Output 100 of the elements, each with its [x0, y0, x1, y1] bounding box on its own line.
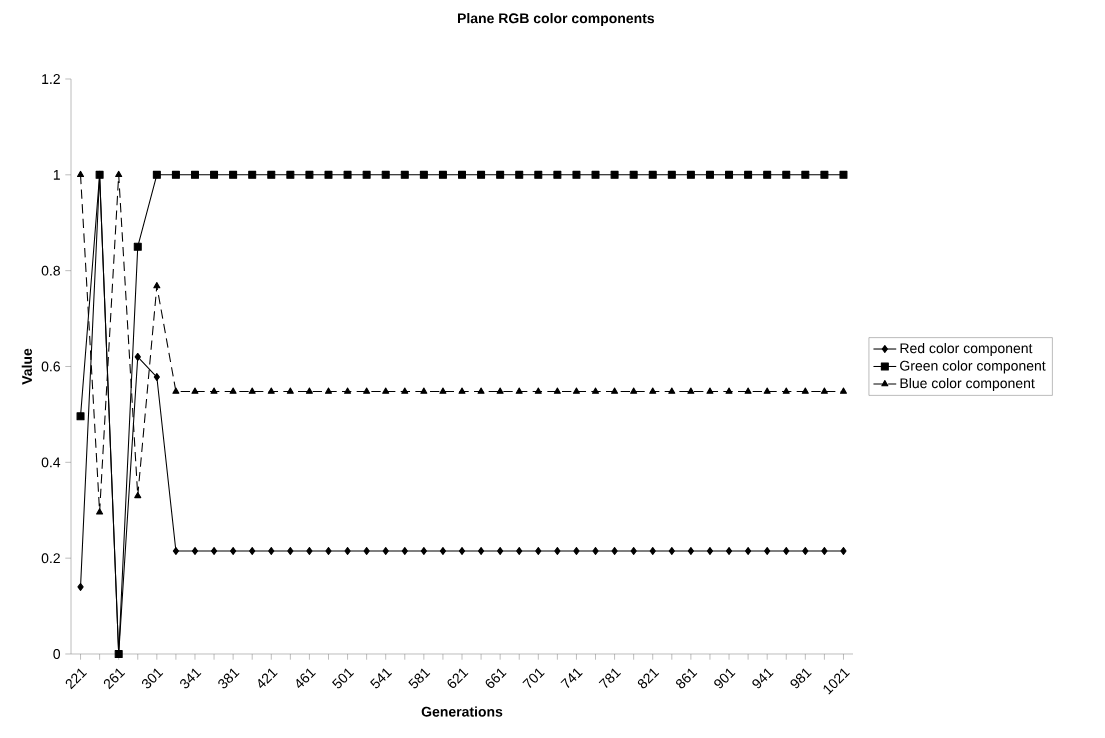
- y-tick-label: 0.4: [41, 457, 61, 468]
- point: [820, 387, 828, 394]
- x-tick-label: 821: [637, 668, 660, 689]
- x-tick-label: 621: [447, 668, 469, 688]
- x-tick-label: 341: [180, 668, 202, 689]
- point: [76, 412, 85, 421]
- legend-label: Blue color component: [900, 377, 1035, 391]
- legend-label: Green color component: [900, 360, 1046, 374]
- point: [115, 170, 123, 178]
- point: [840, 546, 847, 555]
- point: [401, 546, 408, 555]
- point: [210, 170, 219, 179]
- point: [344, 387, 352, 394]
- x-tick-label: 541: [370, 668, 393, 689]
- point: [554, 546, 561, 555]
- y-tick-label: 0: [53, 649, 61, 659]
- point: [725, 387, 733, 394]
- point: [229, 387, 237, 394]
- point: [687, 387, 695, 394]
- x-tick-label: 261: [103, 668, 126, 690]
- point: [268, 546, 275, 555]
- point: [515, 387, 523, 394]
- x-axis-title: Generations: [421, 706, 503, 717]
- point: [801, 387, 809, 394]
- legend-label: Red color component: [900, 342, 1033, 356]
- x-tick-label: 381: [218, 668, 240, 689]
- point: [382, 546, 389, 555]
- point: [839, 387, 848, 394]
- point: [706, 546, 714, 555]
- point: [515, 170, 524, 179]
- y-axis-title: Value: [21, 348, 32, 385]
- point: [344, 546, 351, 555]
- point: [363, 546, 370, 555]
- x-tick-label: 781: [598, 668, 622, 689]
- point: [248, 170, 257, 179]
- point: [763, 170, 772, 179]
- point: [458, 170, 467, 179]
- point: [534, 170, 543, 179]
- x-tick-label: 661: [485, 668, 507, 688]
- point: [96, 508, 104, 515]
- point: [153, 373, 160, 382]
- point: [458, 387, 466, 394]
- point: [764, 546, 771, 555]
- point: [134, 352, 141, 361]
- point: [286, 387, 294, 394]
- point: [705, 170, 714, 179]
- point: [591, 387, 600, 394]
- point: [782, 387, 790, 394]
- point: [477, 170, 486, 179]
- y-tick-label: 0.6: [41, 361, 60, 372]
- point: [783, 546, 790, 555]
- point: [744, 170, 753, 179]
- point: [381, 170, 390, 179]
- point: [820, 170, 829, 179]
- point: [343, 170, 352, 179]
- point: [287, 546, 294, 555]
- point: [725, 170, 734, 179]
- point: [172, 387, 180, 394]
- point: [706, 387, 714, 394]
- point: [667, 170, 676, 179]
- point: [400, 170, 409, 179]
- point: [267, 170, 276, 179]
- y-tick-label: 1: [53, 170, 60, 180]
- point: [591, 170, 600, 179]
- point: [630, 387, 638, 394]
- point: [649, 387, 657, 394]
- point: [77, 170, 85, 178]
- point: [286, 170, 295, 179]
- point: [401, 387, 409, 394]
- point: [305, 387, 313, 394]
- point: [248, 387, 256, 394]
- point: [420, 387, 428, 394]
- point: [535, 546, 542, 555]
- x-tick-label: 461: [296, 668, 316, 688]
- point: [763, 387, 771, 394]
- point: [382, 387, 390, 394]
- point: [153, 281, 161, 289]
- point: [497, 546, 504, 555]
- point: [630, 546, 637, 555]
- point: [839, 170, 848, 179]
- point: [229, 546, 237, 555]
- point: [477, 387, 485, 394]
- point: [324, 170, 333, 179]
- point: [267, 387, 275, 394]
- point: [629, 170, 638, 179]
- point: [458, 546, 466, 555]
- point: [305, 170, 314, 179]
- point: [687, 546, 695, 555]
- point: [77, 582, 84, 591]
- point: [210, 546, 218, 555]
- point: [649, 546, 656, 555]
- point: [648, 170, 657, 179]
- point: [821, 546, 828, 555]
- point: [439, 387, 447, 394]
- point: [725, 546, 733, 555]
- chart-title: Plane RGB color components: [457, 12, 655, 27]
- point: [496, 170, 505, 179]
- point: [611, 546, 618, 555]
- x-tick-label: 941: [752, 668, 774, 689]
- point: [419, 170, 428, 179]
